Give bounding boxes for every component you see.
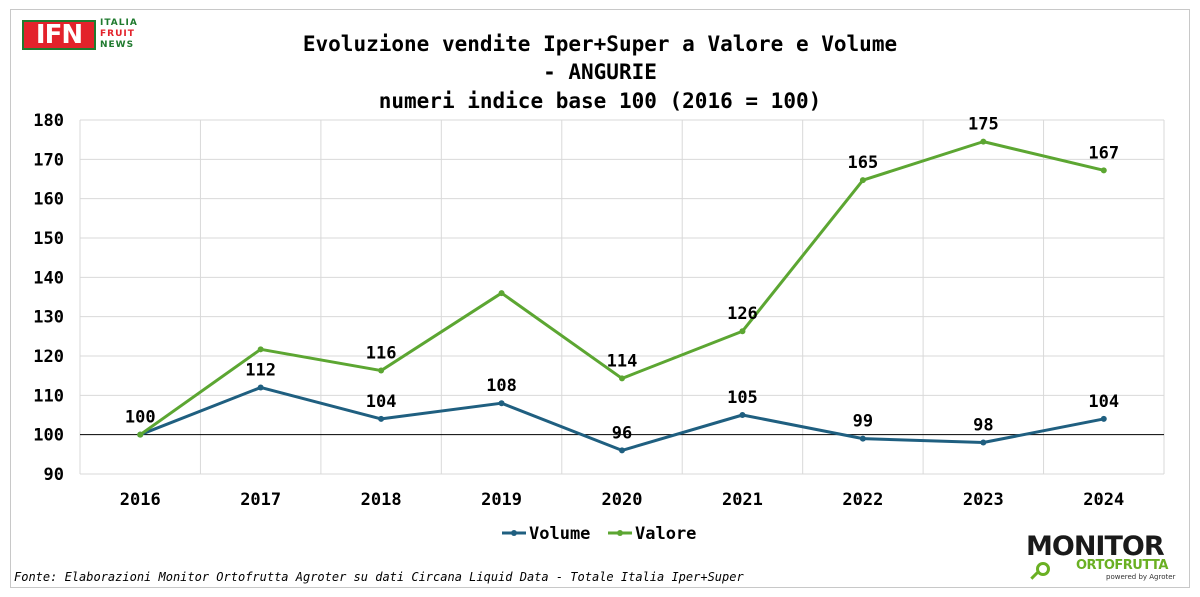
monitor-logo-word: MONITOR [1026,531,1165,562]
data-label-volume: 105 [727,388,758,408]
data-point-valore [137,431,144,438]
legend-label-volume: Volume [529,524,590,544]
ifn-logo-line3: NEWS [100,40,135,50]
y-tick-label: 140 [33,268,64,288]
legend-marker-valore [617,530,623,536]
data-point-volume [1100,415,1107,422]
data-point-volume [498,400,505,407]
y-tick-label: 110 [33,386,64,406]
data-point-valore [378,367,385,374]
ifn-logo-letters: IFN [22,20,96,50]
data-point-volume [859,435,866,442]
data-label-volume: 104 [1088,392,1119,412]
chart-frame [10,9,1190,588]
data-point-volume [378,415,385,422]
data-label-valore: 167 [1088,143,1119,163]
data-label-valore: 114 [607,351,638,371]
y-tick-label: 100 [33,426,64,446]
data-point-valore [980,138,987,145]
x-tick-label: 2024 [1083,490,1124,510]
monitor-logo-tagline: powered by Agroter [1106,573,1176,581]
chart-title-line-2: - ANGURIE [543,60,657,84]
data-label-volume: 108 [486,376,517,396]
data-point-valore [859,177,866,184]
y-tick-label: 150 [33,229,64,249]
x-tick-label: 2017 [240,490,281,510]
source-note: Fonte: Elaborazioni Monitor Ortofrutta A… [14,570,744,584]
x-tick-label: 2020 [602,490,643,510]
data-label-volume: 98 [973,416,993,436]
data-label-valore: 100 [125,408,156,428]
y-tick-label: 90 [44,465,64,485]
ifn-logo-line1: ITALIA [100,18,138,28]
monitor-logo-sub: ORTOFRUTTA [1076,558,1168,573]
data-point-volume [739,412,746,418]
magnifier-icon [1036,562,1050,576]
data-label-valore: 116 [366,344,397,364]
data-point-valore [257,346,264,353]
ifn-logo: IFN ITALIA FRUIT NEWS [22,18,144,52]
data-point-volume [619,447,625,454]
y-tick-label: 180 [33,111,64,131]
legend-marker-volume [511,530,517,536]
y-tick-label: 120 [33,347,64,367]
data-label-volume: 104 [366,392,397,412]
x-tick-label: 2018 [361,490,402,510]
data-point-valore [619,375,625,382]
x-tick-label: 2019 [481,490,522,510]
legend-label-valore: Valore [635,524,696,544]
data-label-volume: 99 [853,412,873,432]
y-tick-label: 170 [33,150,64,170]
x-tick-label: 2021 [722,490,763,510]
chart-title-line-1: Evoluzione vendite Iper+Super a Valore e… [302,32,898,56]
data-point-valore [498,290,505,297]
data-point-valore [739,328,746,335]
y-tick-label: 130 [33,308,64,328]
x-tick-label: 2016 [120,490,161,510]
data-label-valore: 175 [968,115,999,135]
x-tick-label: 2023 [963,490,1004,510]
chart-title-line-3: numeri indice base 100 (2016 = 100) [378,89,822,113]
data-point-volume [257,384,264,391]
x-tick-label: 2022 [842,490,883,510]
ifn-logo-line2: FRUIT [100,29,135,39]
data-label-valore: 126 [727,304,758,324]
series-line-valore [139,140,1105,436]
magnifier-handle-icon [1030,571,1039,580]
data-label-volume: 96 [612,423,632,443]
data-label-valore: 165 [848,153,879,173]
data-point-volume [980,439,987,446]
monitor-ortofrutta-logo: MONITOR ORTOFRUTTA powered by Agroter [1026,532,1186,582]
data-label-volume: 112 [245,360,276,380]
y-tick-label: 160 [33,190,64,210]
data-point-valore [1100,167,1107,174]
